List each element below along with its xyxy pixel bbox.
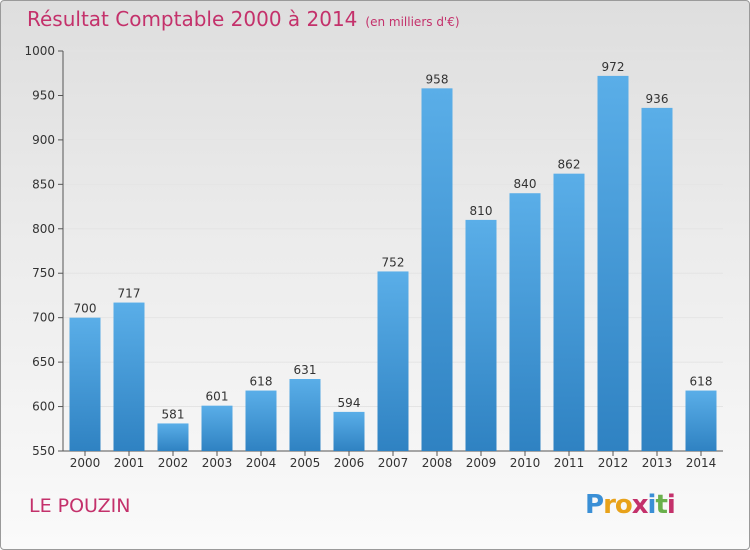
- y-tick-label: 1000: [24, 44, 55, 58]
- logo-letter: r: [603, 490, 616, 520]
- x-tick-label: 2003: [202, 456, 233, 470]
- y-tick-label: 600: [32, 400, 55, 414]
- x-tick-label: 2001: [114, 456, 145, 470]
- x-tick-label: 2000: [70, 456, 101, 470]
- x-tick-label: 2012: [598, 456, 629, 470]
- y-tick-label: 650: [32, 355, 55, 369]
- bar-value-label: 936: [646, 92, 669, 106]
- x-tick-label: 2004: [246, 456, 277, 470]
- bar: [69, 317, 101, 451]
- bar: [113, 302, 145, 451]
- chart-title: Résultat Comptable 2000 à 2014 (en millie…: [27, 7, 460, 31]
- y-tick-label: 800: [32, 222, 55, 236]
- bar-value-label: 840: [514, 177, 537, 191]
- x-tick-label: 2002: [158, 456, 189, 470]
- logo-letter: x: [631, 490, 649, 520]
- bar-value-label: 862: [558, 158, 581, 172]
- proxiti-logo: Proxiti: [585, 490, 676, 520]
- bar-value-label: 810: [470, 204, 493, 218]
- x-tick-label: 2008: [422, 456, 453, 470]
- logo-letter: i: [647, 490, 657, 520]
- bar: [421, 88, 453, 451]
- x-tick-label: 2010: [510, 456, 541, 470]
- bar-value-label: 618: [250, 375, 273, 389]
- axes: 550 600 650 700 750 800 850 900 950 1000 2000 2001 2…: [24, 44, 723, 470]
- bar-value-label: 700: [74, 302, 97, 316]
- bar-value-label: 752: [382, 255, 405, 269]
- bar: [333, 411, 365, 451]
- chart-subtitle: (en milliers d'€): [365, 15, 460, 29]
- y-tick-label: 900: [32, 133, 55, 147]
- x-tick-label: 2011: [554, 456, 585, 470]
- logo-letter: P: [585, 490, 604, 520]
- x-tick-label: 2005: [290, 456, 321, 470]
- bar-value-label: 958: [426, 72, 449, 86]
- y-tick-label: 700: [32, 311, 55, 325]
- bar-value-label: 601: [206, 390, 229, 404]
- bar: [553, 173, 585, 451]
- y-tick-label: 750: [32, 266, 55, 280]
- y-tick-label: 950: [32, 88, 55, 102]
- data-labels: 700 717 581 601 618 631 594 752 958 810 840 862 972 9…: [74, 60, 713, 422]
- x-tick-label: 2007: [378, 456, 409, 470]
- bar: [597, 75, 629, 451]
- bar: [377, 271, 409, 451]
- y-tick-label: 850: [32, 177, 55, 191]
- logo-letter: o: [614, 490, 633, 520]
- x-tick-label: 2013: [642, 456, 673, 470]
- x-tick-label: 2009: [466, 456, 497, 470]
- commune-name: LE POUZIN: [29, 495, 131, 517]
- bar: [245, 390, 277, 451]
- logo-letter: t: [655, 490, 667, 520]
- bar-value-label: 717: [118, 287, 141, 301]
- bar-value-label: 631: [294, 363, 317, 377]
- bar-value-label: 618: [690, 375, 713, 389]
- x-tick-label: 2014: [686, 456, 717, 470]
- bars: [69, 75, 717, 451]
- bar: [685, 390, 717, 451]
- logo-letter: i: [666, 490, 676, 520]
- y-tick-label: 550: [32, 444, 55, 458]
- x-tick-label: 2006: [334, 456, 365, 470]
- bar: [201, 405, 233, 451]
- bar-value-label: 594: [338, 396, 361, 410]
- bar: [641, 107, 673, 451]
- bar-value-label: 972: [602, 60, 625, 74]
- bar: [465, 219, 497, 451]
- bar: [509, 193, 541, 451]
- title-text: Résultat Comptable 2000 à 2014: [27, 7, 358, 31]
- bar: [157, 423, 189, 451]
- bar-value-label: 581: [162, 407, 185, 421]
- bar: [289, 379, 321, 451]
